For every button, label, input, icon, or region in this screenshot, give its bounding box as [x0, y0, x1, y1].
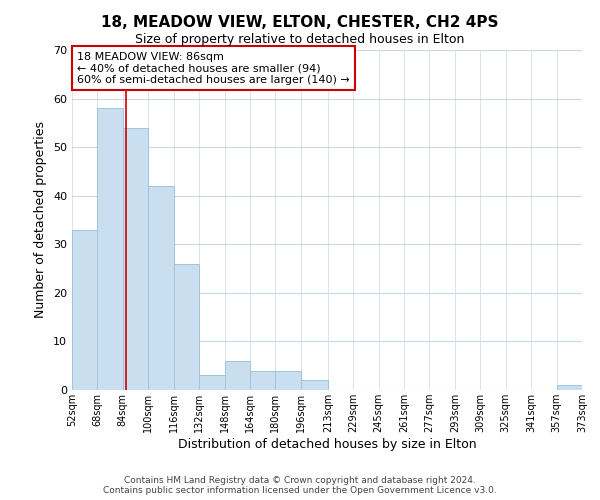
Text: Size of property relative to detached houses in Elton: Size of property relative to detached ho… — [136, 32, 464, 46]
Bar — [224, 361, 250, 390]
Bar — [148, 186, 173, 390]
Text: Contains HM Land Registry data © Crown copyright and database right 2024.
Contai: Contains HM Land Registry data © Crown c… — [103, 476, 497, 495]
Y-axis label: Number of detached properties: Number of detached properties — [34, 122, 47, 318]
X-axis label: Distribution of detached houses by size in Elton: Distribution of detached houses by size … — [178, 438, 476, 451]
Bar — [250, 370, 275, 390]
Bar — [173, 264, 199, 390]
Bar — [199, 376, 224, 390]
Bar — [301, 380, 328, 390]
Bar — [97, 108, 123, 390]
Bar — [557, 385, 582, 390]
Bar — [72, 230, 97, 390]
Text: 18, MEADOW VIEW, ELTON, CHESTER, CH2 4PS: 18, MEADOW VIEW, ELTON, CHESTER, CH2 4PS — [101, 15, 499, 30]
Text: 18 MEADOW VIEW: 86sqm
← 40% of detached houses are smaller (94)
60% of semi-deta: 18 MEADOW VIEW: 86sqm ← 40% of detached … — [77, 52, 350, 85]
Bar — [275, 370, 301, 390]
Bar — [123, 128, 148, 390]
